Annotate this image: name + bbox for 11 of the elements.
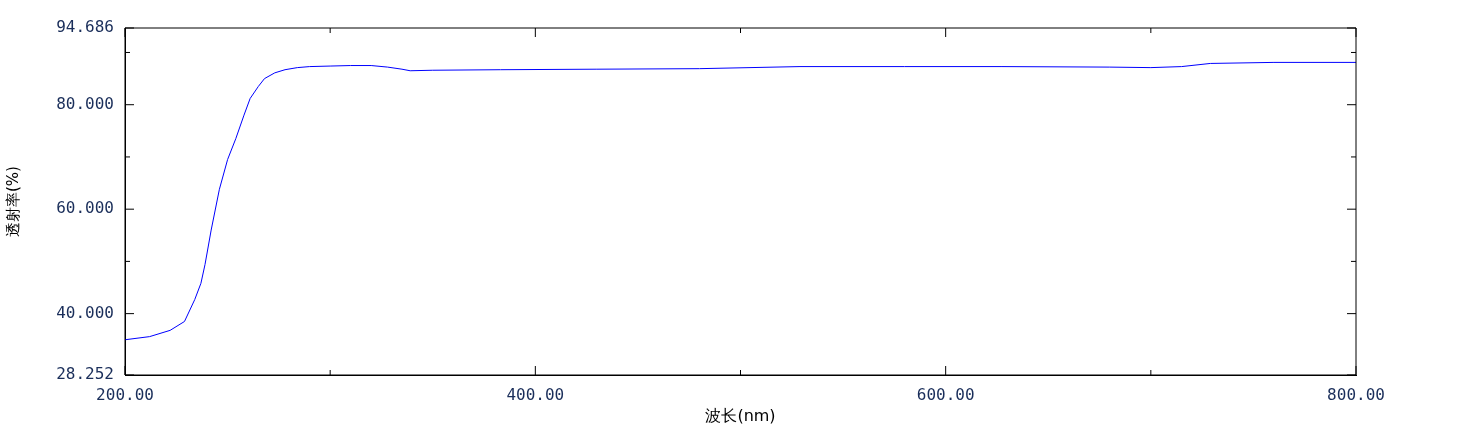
y-axis-title: 透射率(%) <box>3 166 22 237</box>
x-tick-label: 200.00 <box>96 384 154 404</box>
y-tick-label: 80.000 <box>56 93 114 113</box>
x-tick-label: 800.00 <box>1327 384 1385 404</box>
y-tick-label: 28.252 <box>56 364 114 384</box>
y-tick-label: 60.000 <box>56 198 114 218</box>
x-axis-title: 波长(nm) <box>705 405 776 425</box>
x-tick-label: 400.00 <box>506 384 565 404</box>
x-tick-label: 600.00 <box>916 384 975 404</box>
y-tick-label: 40.000 <box>56 302 114 322</box>
y-tick-label: 94.686 <box>56 17 114 37</box>
